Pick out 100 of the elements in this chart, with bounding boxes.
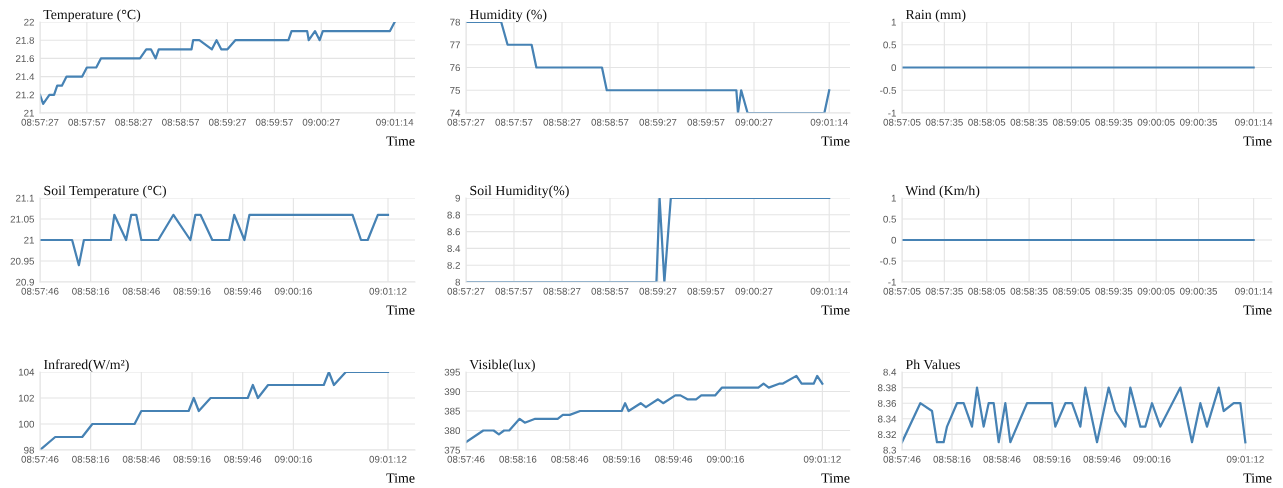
x-axis-title: Time <box>821 136 850 146</box>
x-axis-title: Time <box>821 473 850 483</box>
y-tick-label: -1 <box>888 109 896 117</box>
x-tick-label: 08:58:16 <box>933 455 971 463</box>
x-tick-label: 08:59:27 <box>639 287 677 295</box>
y-tick-label: 22 <box>24 18 34 26</box>
chart-title: Humidity (%) <box>469 9 547 22</box>
x-tick-label: 09:01:14 <box>810 287 848 295</box>
chart-title: Temperature (°C) <box>43 9 141 22</box>
y-tick-label: 20.9 <box>16 278 34 286</box>
x-axis-title: Time <box>1243 136 1272 146</box>
y-tick-label: 21.8 <box>16 36 35 44</box>
x-tick-label: 08:58:46 <box>551 455 589 463</box>
chart-title: Rain (mm) <box>905 9 966 22</box>
y-tick-label: 8.32 <box>877 431 896 439</box>
y-tick-label: 385 <box>444 407 461 415</box>
x-tick-label: 08:59:16 <box>603 455 641 463</box>
x-tick-label: 08:58:27 <box>543 118 581 126</box>
y-tick-label: 20.95 <box>10 257 35 265</box>
x-tick-label: 08:59:27 <box>208 118 246 126</box>
x-tick-label: 08:59:16 <box>173 455 211 463</box>
x-axis-title: Time <box>1243 305 1272 315</box>
y-tick-label: 100 <box>18 420 35 428</box>
y-tick-label: 102 <box>18 394 34 402</box>
x-tick-label: 08:59:57 <box>687 118 725 126</box>
x-tick-label: 08:57:46 <box>21 455 59 463</box>
chart-title: Soil Humidity(%) <box>470 185 569 198</box>
y-tick-label: 21.1 <box>16 194 34 202</box>
y-tick-label: 390 <box>444 388 461 396</box>
y-tick-label: 8.2 <box>447 261 460 269</box>
x-tick-label: 08:57:05 <box>883 118 921 126</box>
x-tick-label: 09:00:35 <box>1180 118 1218 126</box>
line-series <box>40 372 390 450</box>
chart-title: Wind (Km/h) <box>905 185 980 198</box>
y-tick-label: 1 <box>891 18 896 26</box>
x-tick-label: 08:59:46 <box>655 455 693 463</box>
line-series <box>902 386 1247 444</box>
chart-title: Infrared(W/m²) <box>43 359 129 372</box>
x-tick-label: 08:57:35 <box>925 287 963 295</box>
x-tick-label: 09:00:35 <box>1180 287 1218 295</box>
x-tick-label: 08:59:57 <box>687 287 725 295</box>
x-tick-label: 09:01:12 <box>803 455 841 463</box>
x-tick-label: 09:00:05 <box>1137 118 1175 126</box>
y-tick-label: 0.5 <box>883 215 897 223</box>
y-tick-label: 8.4 <box>883 368 897 376</box>
x-tick-label: 09:00:27 <box>735 118 773 126</box>
x-tick-label: 08:58:16 <box>72 287 110 295</box>
y-tick-label: 8.36 <box>877 399 897 407</box>
x-tick-label: 08:58:27 <box>543 287 581 295</box>
chart-title: Ph Values <box>905 359 960 370</box>
x-tick-label: 08:58:57 <box>162 118 200 126</box>
x-tick-label: 08:57:27 <box>21 118 59 126</box>
x-tick-label: 08:57:05 <box>883 287 921 295</box>
y-tick-label: 9 <box>455 194 460 202</box>
y-tick-label: 77 <box>450 41 460 49</box>
x-tick-label: 08:58:57 <box>591 118 629 126</box>
x-tick-label: 08:58:46 <box>122 455 160 463</box>
y-tick-label: 75 <box>450 87 461 94</box>
x-axis-title: Time <box>386 305 415 315</box>
y-tick-label: 21.2 <box>16 91 34 99</box>
x-tick-label: 08:59:46 <box>224 287 262 295</box>
x-tick-label: 09:00:27 <box>735 287 773 295</box>
y-tick-label: 74 <box>450 109 461 117</box>
x-tick-label: 08:57:35 <box>925 118 963 126</box>
x-tick-label: 08:57:27 <box>447 118 485 126</box>
x-tick-label: 08:58:27 <box>115 118 153 126</box>
x-tick-label: 08:59:16 <box>1033 455 1071 463</box>
y-tick-label: -0.5 <box>880 86 897 94</box>
x-tick-label: 08:59:46 <box>1083 455 1121 463</box>
x-tick-label: 08:59:27 <box>639 118 677 126</box>
y-tick-label: 1 <box>891 194 896 202</box>
x-tick-label: 08:57:57 <box>495 287 533 295</box>
x-tick-label: 08:58:16 <box>499 455 537 463</box>
y-tick-label: 380 <box>444 427 461 435</box>
y-tick-label: 21.6 <box>16 55 35 63</box>
y-tick-label: -1 <box>888 278 896 286</box>
x-tick-label: 08:59:16 <box>173 287 211 295</box>
x-tick-label: 09:00:16 <box>274 287 312 295</box>
x-tick-label: 08:57:46 <box>447 455 485 463</box>
y-tick-label: 0 <box>891 236 897 244</box>
y-tick-label: 8.38 <box>877 384 897 392</box>
y-tick-label: 21 <box>24 236 34 244</box>
x-tick-label: 08:59:35 <box>1095 118 1133 126</box>
x-tick-label: 09:01:14 <box>1235 118 1273 126</box>
x-tick-label: 08:57:46 <box>21 287 59 295</box>
x-tick-label: 08:58:46 <box>983 455 1021 463</box>
y-tick-label: 8.4 <box>447 245 461 253</box>
y-tick-label: 0.5 <box>883 41 897 49</box>
y-tick-label: 78 <box>450 18 461 26</box>
x-tick-label: 08:58:57 <box>591 287 629 295</box>
chart-title: Visible(lux) <box>469 359 535 372</box>
x-tick-label: 08:58:16 <box>72 455 110 463</box>
x-tick-label: 08:57:27 <box>447 287 485 295</box>
y-tick-label: 21.4 <box>16 73 35 81</box>
x-tick-label: 08:57:46 <box>883 455 921 463</box>
x-tick-label: 08:59:05 <box>1052 287 1090 295</box>
x-tick-label: 08:57:57 <box>495 118 533 126</box>
x-tick-label: 08:58:46 <box>122 287 160 295</box>
y-tick-label: 8 <box>455 278 461 286</box>
y-tick-label: 21.05 <box>10 215 35 223</box>
